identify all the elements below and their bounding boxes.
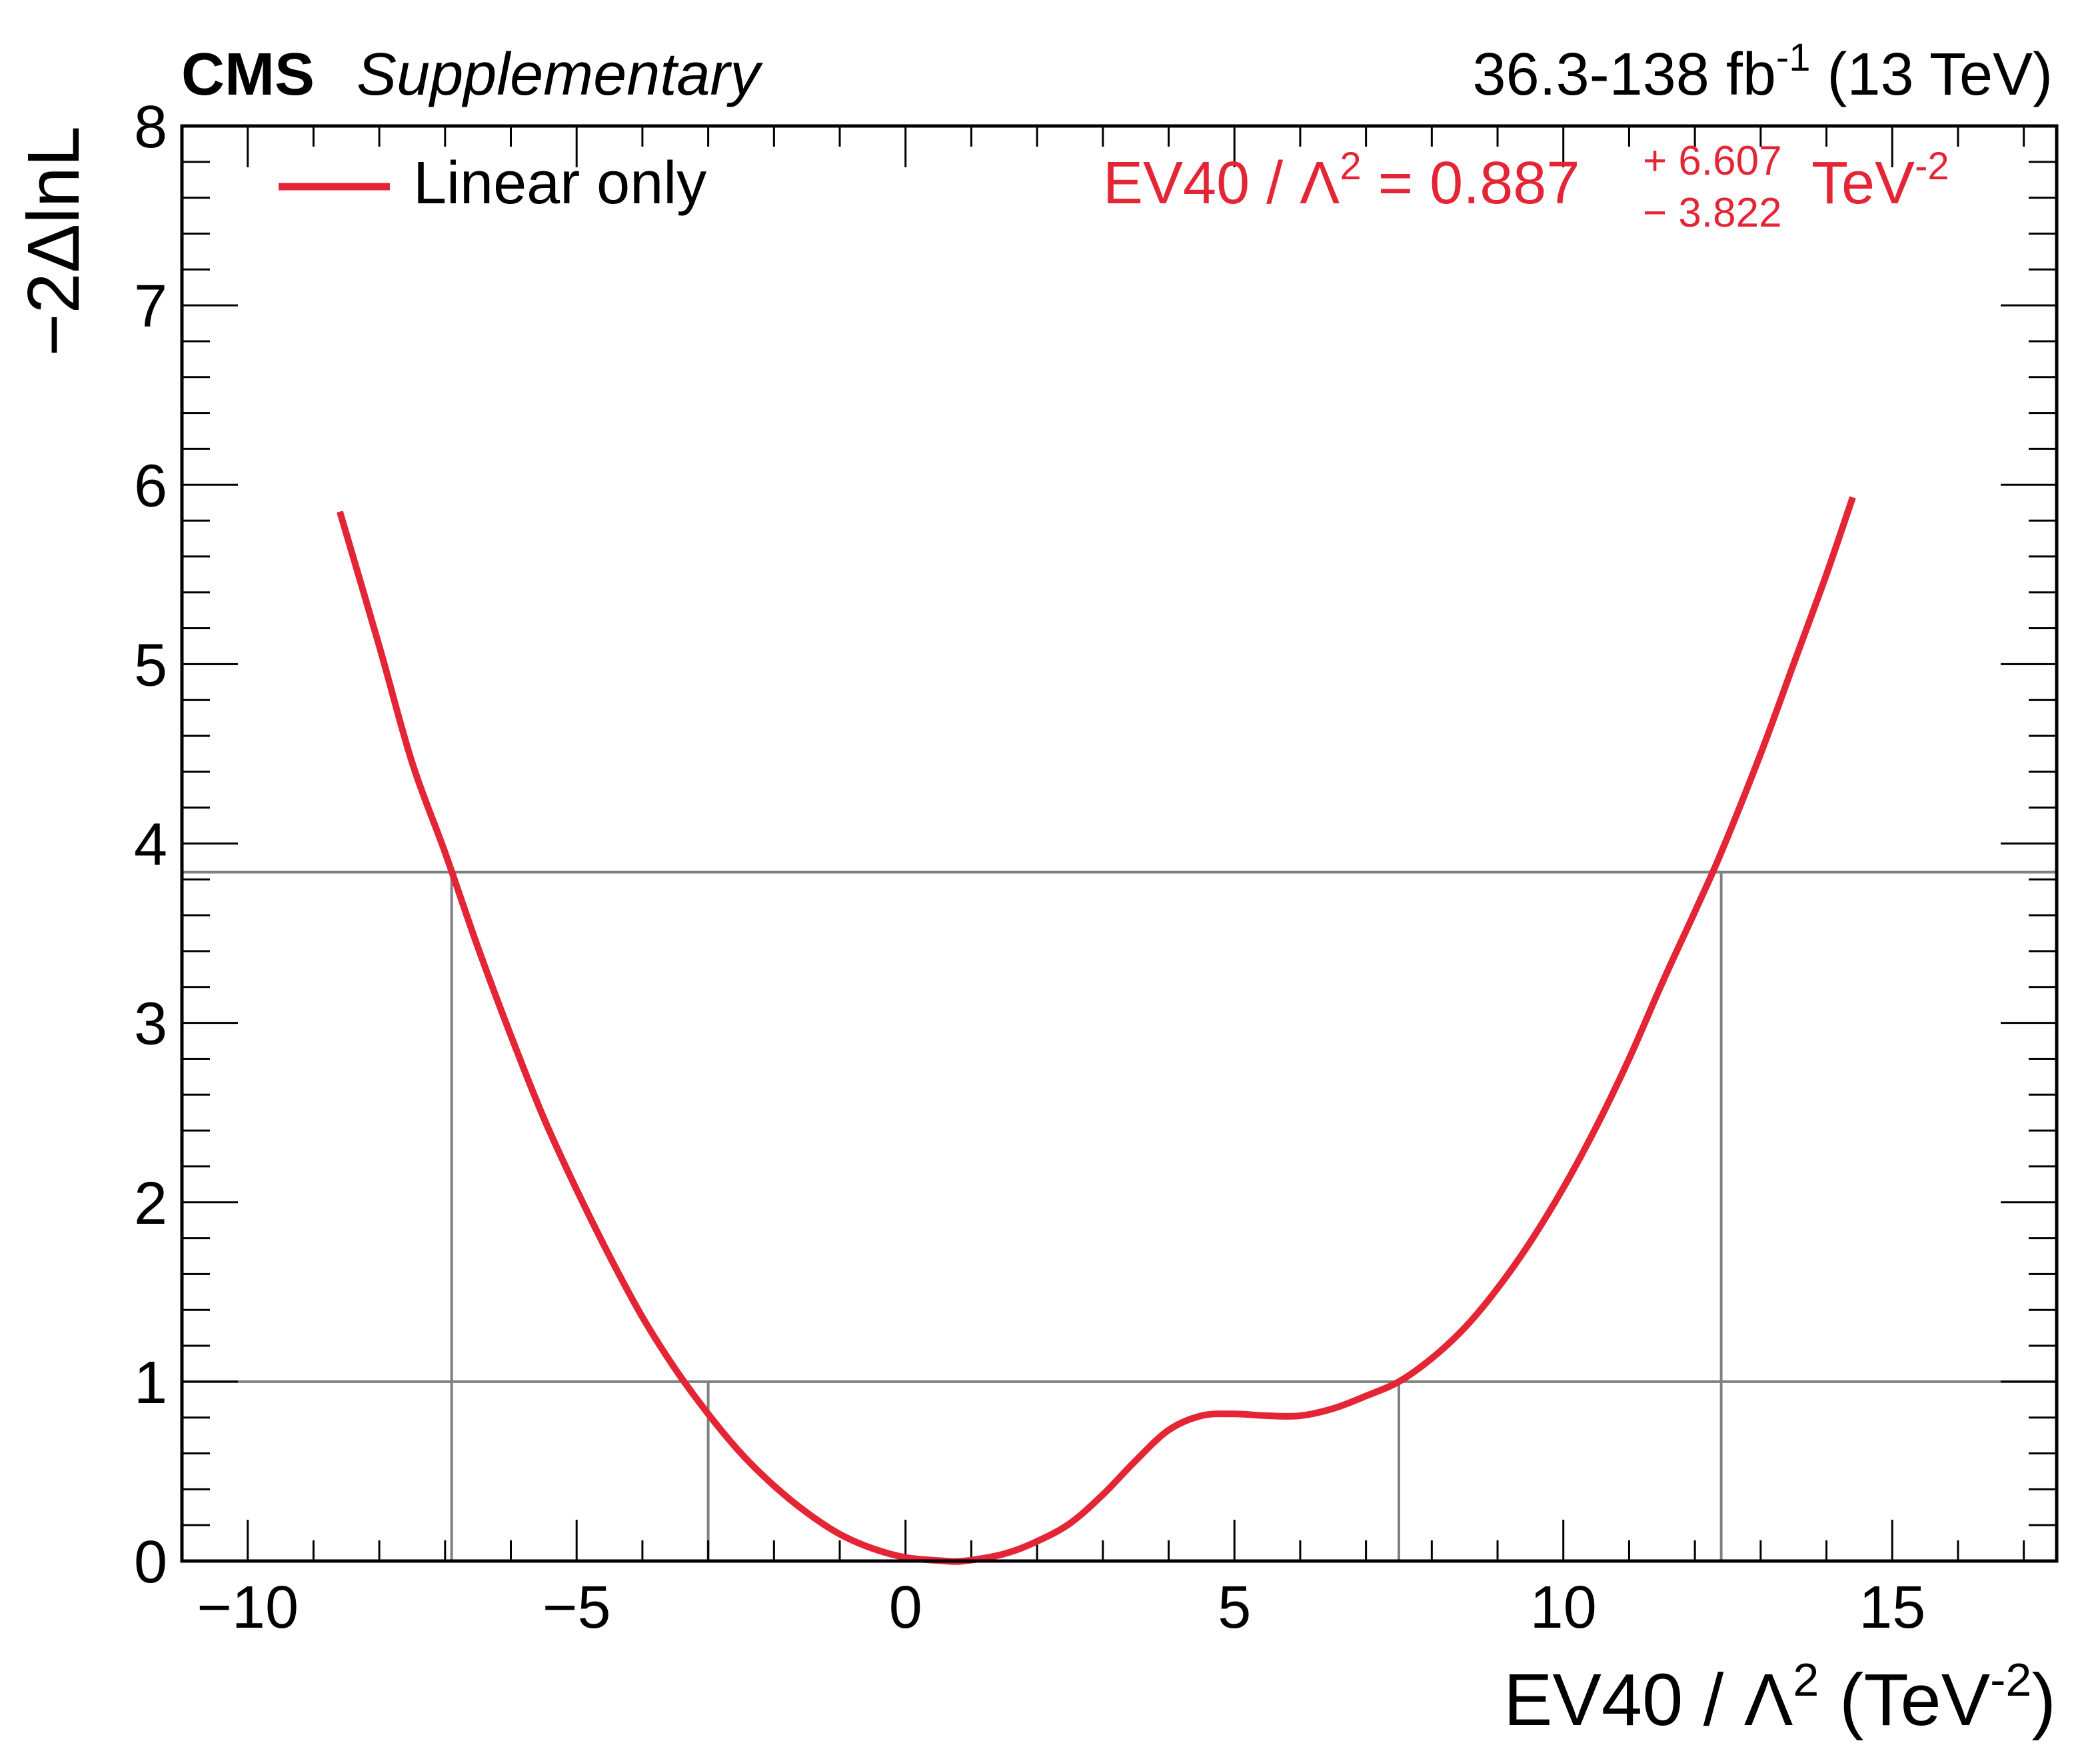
x-label-unit-exponent: -2	[1990, 1654, 2031, 1706]
y-tick-label: 0	[134, 1529, 167, 1596]
lumi-label: 36.3-138 fb-1 (13 TeV)	[1473, 36, 2053, 108]
series-line-0	[337, 496, 1856, 1565]
x-tick-label: −10	[197, 1574, 299, 1641]
result-central: = 0.887	[1362, 150, 1580, 217]
legend-label: Linear only	[413, 150, 706, 217]
y-tick-label: 7	[134, 273, 167, 340]
result-unit: TeV-2	[1811, 145, 1949, 217]
axis-ticks	[181, 125, 2057, 1562]
legend: Linear only	[279, 150, 706, 217]
x-label-unit: (TeV	[1819, 1659, 1990, 1741]
series-layer	[337, 496, 1856, 1565]
x-label-main: EV40 / Λ	[1504, 1659, 1793, 1741]
result-prefix: EV40 / Λ2 = 0.887	[1103, 145, 1579, 217]
energy-label: (13 TeV)	[1810, 41, 2053, 108]
result-lower-error: − 3.822	[1643, 190, 1782, 236]
result-square: 2	[1340, 145, 1361, 188]
supplementary-tag: Supplementary	[357, 41, 763, 108]
x-tick-label: 10	[1530, 1574, 1597, 1641]
y-tick-label: 3	[134, 991, 167, 1058]
result-unit-exponent: -2	[1915, 145, 1949, 188]
x-label-close: )	[2031, 1659, 2056, 1741]
y-tick-label: 5	[134, 632, 167, 699]
tick-labels: −10 −5 0 5 10 15 0 1 2 3 4 5 6 7 8	[134, 94, 1925, 1641]
y-tick-label: 2	[134, 1170, 167, 1237]
y-tick-label: 4	[134, 812, 167, 879]
experiment-label: CMS	[181, 41, 315, 108]
x-tick-label: 5	[1218, 1574, 1251, 1641]
y-tick-label: 1	[134, 1350, 167, 1416]
x-tick-label: 15	[1859, 1574, 1925, 1641]
result-unit-text: TeV	[1811, 150, 1915, 217]
result-param: EV40 / Λ	[1103, 150, 1340, 217]
y-tick-label: 8	[134, 94, 167, 161]
reference-lines	[182, 871, 2057, 1561]
y-axis-label: −2ΔlnL	[13, 126, 95, 357]
x-tick-label: 0	[889, 1574, 922, 1641]
x-tick-label: −5	[542, 1574, 611, 1641]
y-tick-label: 6	[134, 453, 167, 519]
result-upper-error: + 6.607	[1643, 138, 1782, 184]
x-label-square: 2	[1793, 1654, 1819, 1706]
lumi-exponent: -1	[1776, 36, 1811, 79]
plot-frame	[180, 124, 2059, 1563]
lumi-main: 36.3-138 fb	[1473, 41, 1776, 108]
x-axis-label: EV40 / Λ2 (TeV-2)	[1504, 1654, 2056, 1741]
fit-result: EV40 / Λ2 = 0.887 + 6.607 − 3.822 TeV-2	[1103, 138, 1949, 236]
